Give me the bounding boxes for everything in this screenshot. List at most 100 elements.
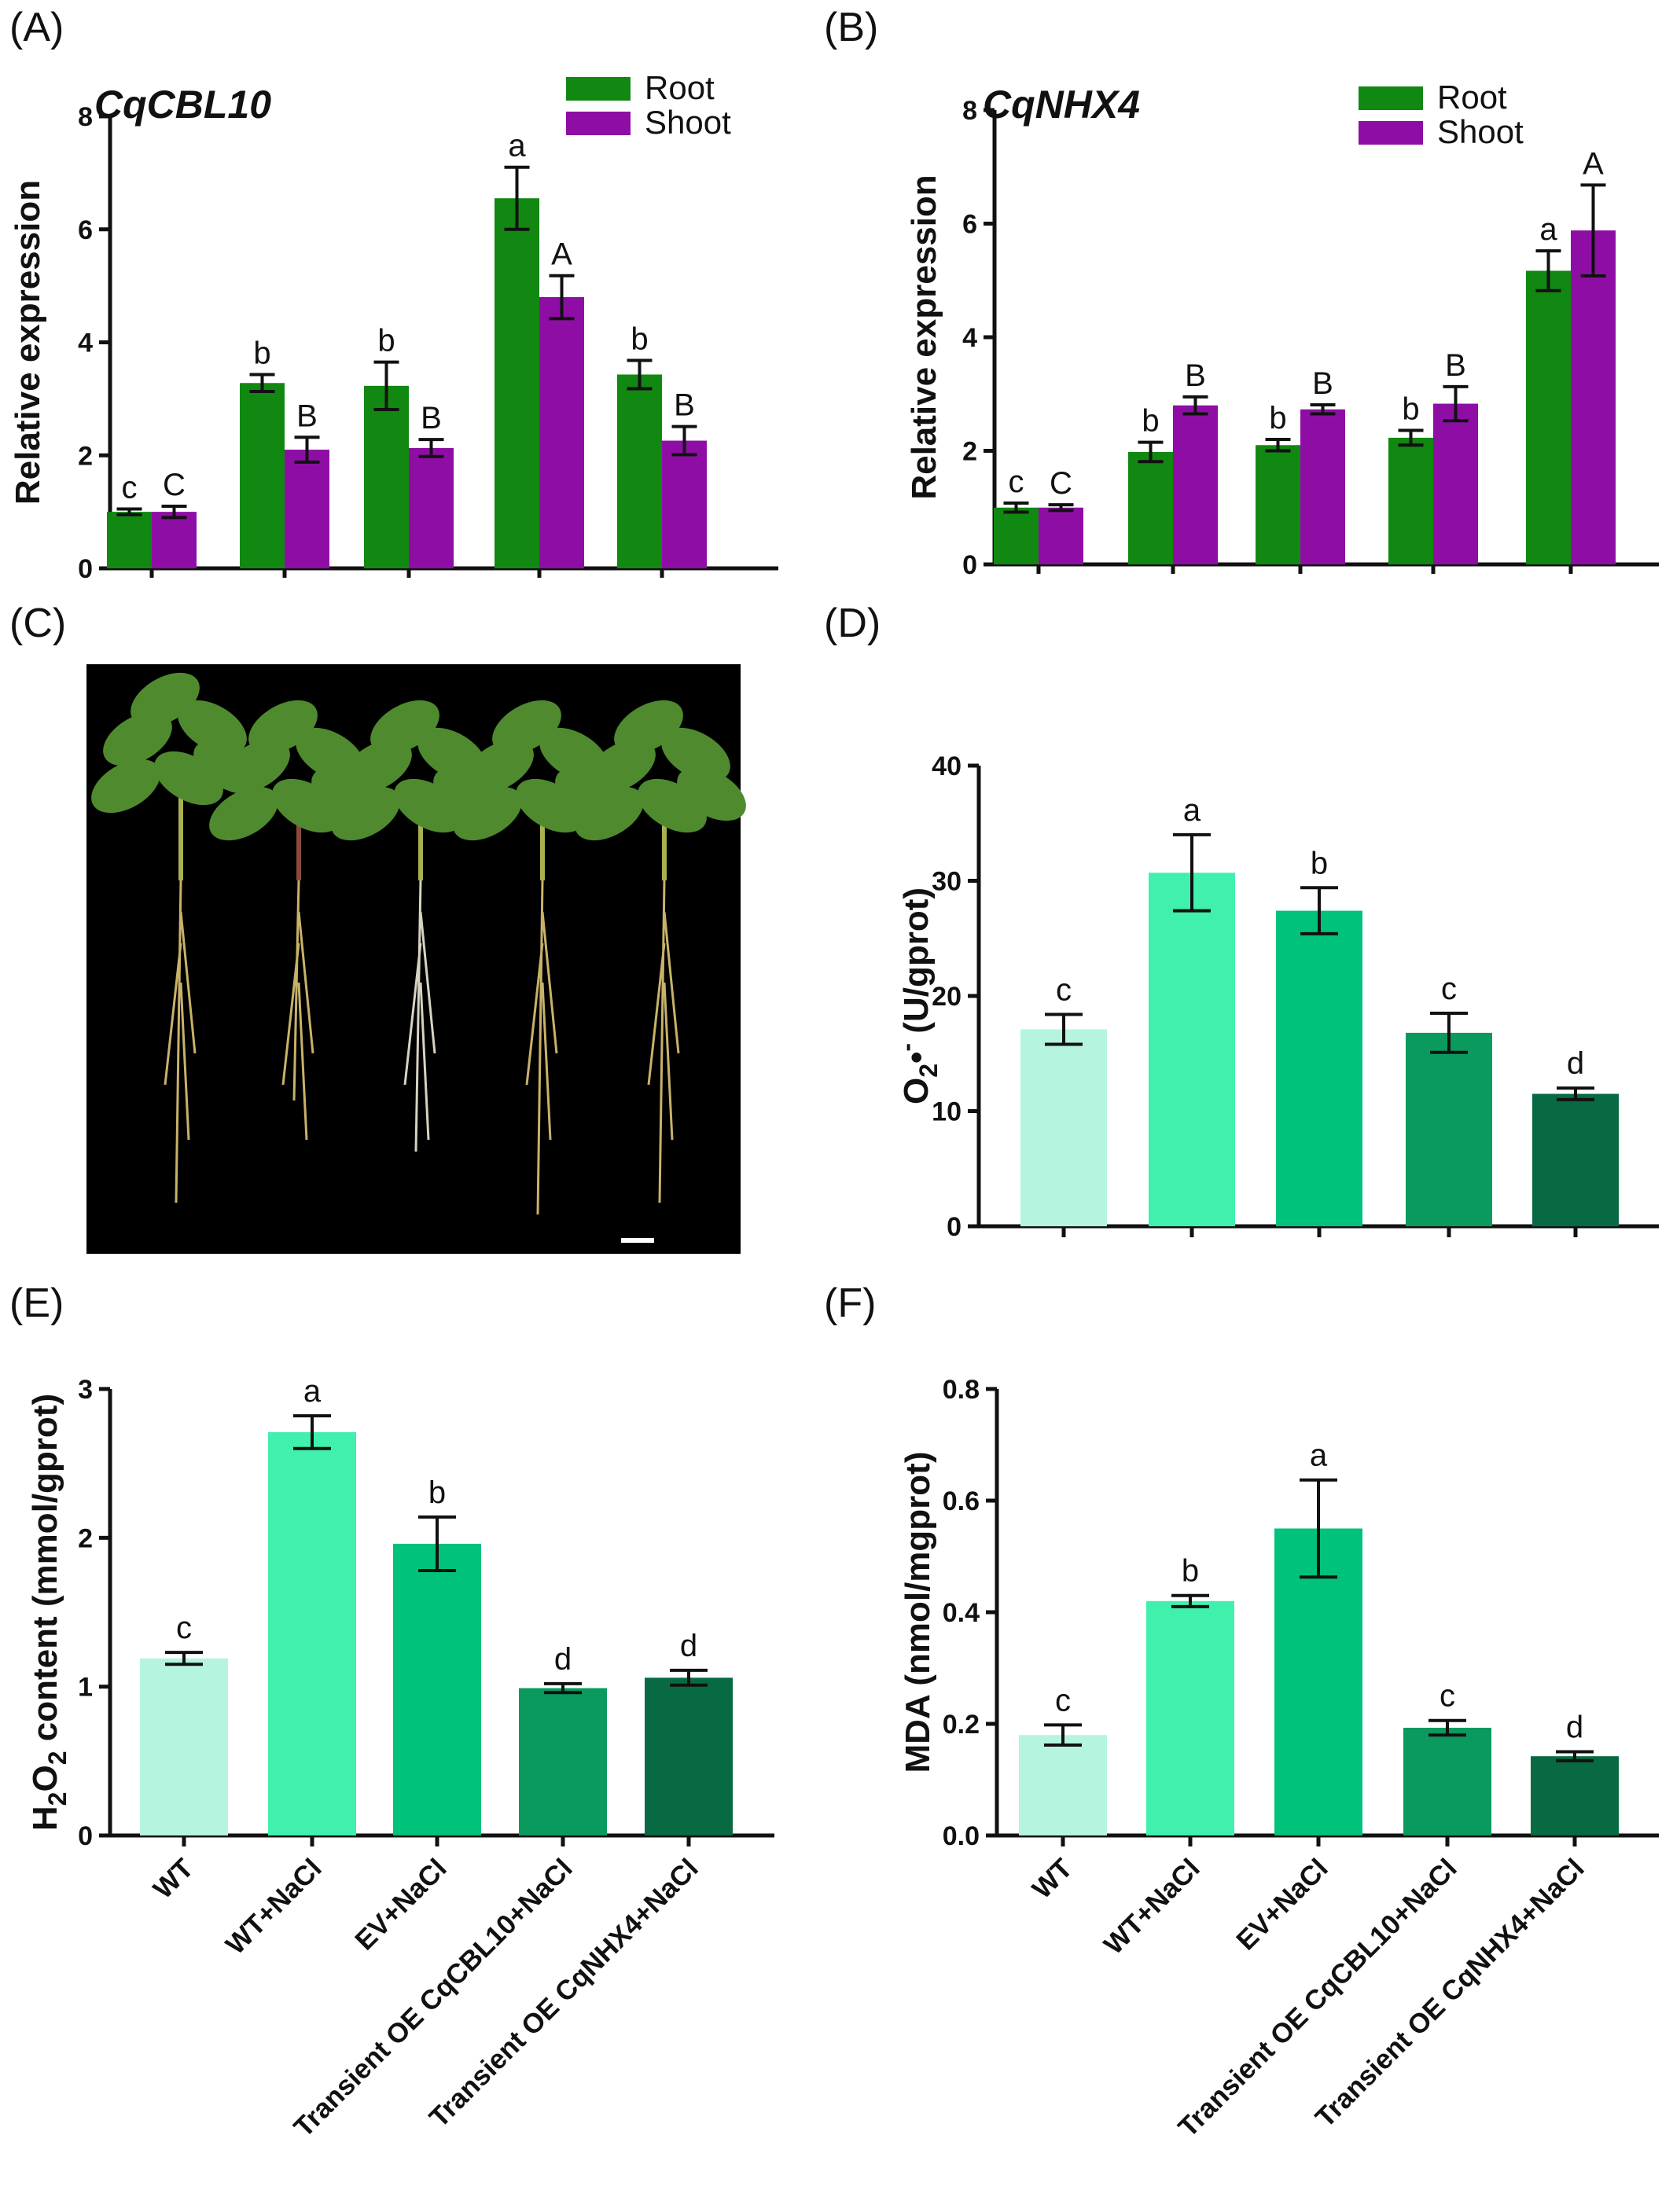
plant-leaf bbox=[575, 786, 644, 841]
plant-leaf bbox=[331, 786, 400, 841]
y-tick-label: 2 bbox=[78, 1523, 93, 1553]
plant-leaf bbox=[661, 727, 730, 782]
plant-leaf bbox=[248, 700, 318, 755]
significance-label: d bbox=[1566, 1710, 1583, 1745]
y-axis-title: O2•- (U/gprot) bbox=[892, 887, 943, 1104]
plant-leaf bbox=[209, 786, 278, 841]
gene-title: CqCBL10 bbox=[94, 83, 271, 127]
bar bbox=[1019, 1735, 1107, 1835]
y-title-part: content (mmol/gprot) bbox=[26, 1394, 64, 1751]
significance-label: a bbox=[1539, 212, 1557, 247]
y-title-part: O bbox=[897, 1078, 936, 1104]
bar-root bbox=[994, 507, 1039, 564]
significance-label: A bbox=[1583, 146, 1604, 181]
plant-roots bbox=[403, 880, 436, 1152]
bar-shoot bbox=[285, 450, 329, 568]
bar-shoot bbox=[152, 512, 197, 568]
bar-shoot bbox=[1039, 507, 1083, 564]
plant-leaf bbox=[178, 700, 247, 755]
bar-shoot bbox=[409, 447, 454, 568]
x-category-label: WT+NaCl bbox=[1098, 1853, 1206, 1960]
significance-label: B bbox=[1445, 348, 1466, 383]
panel-label-e: (E) bbox=[9, 1281, 64, 1326]
y-title-part: H bbox=[26, 1806, 64, 1831]
significance-label: c bbox=[1440, 1679, 1455, 1714]
significance-label: c bbox=[1009, 465, 1024, 499]
significance-label: b bbox=[631, 322, 648, 357]
bar-shoot bbox=[662, 440, 707, 568]
bar-root bbox=[1526, 270, 1571, 564]
bar bbox=[1532, 1093, 1619, 1226]
significance-label: B bbox=[1185, 358, 1206, 393]
y-tick-label: 40 bbox=[932, 751, 962, 781]
bar-root bbox=[1256, 445, 1300, 564]
significance-label: B bbox=[1312, 366, 1333, 401]
y-tick-label: 0.8 bbox=[943, 1375, 980, 1405]
plant-roots bbox=[281, 880, 314, 1141]
y-tick-label: 2 bbox=[962, 437, 977, 467]
plant-leaf bbox=[370, 700, 439, 755]
chart-cqnhx4-expression: 0 2 4 6 8 Relative expression c b b b a C B B B A CqNHX4… bbox=[905, 79, 1659, 580]
y-title-part: • bbox=[897, 1052, 936, 1064]
y-tick-label: 1 bbox=[78, 1673, 93, 1703]
y-tick-label: 6 bbox=[78, 215, 93, 245]
legend-swatch-shoot bbox=[566, 112, 631, 135]
bar-root bbox=[617, 374, 662, 568]
plant-leaf bbox=[453, 786, 522, 841]
gene-title: CqNHX4 bbox=[983, 83, 1140, 127]
significance-label: b bbox=[253, 336, 270, 370]
x-category-label: WT+NaCl bbox=[220, 1853, 328, 1960]
y-tick-label: 30 bbox=[932, 867, 962, 897]
plant-leaf bbox=[614, 700, 683, 755]
y-title-subscript: 2 bbox=[914, 1064, 943, 1078]
significance-label: d bbox=[554, 1642, 572, 1677]
panel-label-f: (F) bbox=[824, 1281, 876, 1326]
significance-label: a bbox=[1310, 1439, 1328, 1473]
significance-label: C bbox=[1050, 466, 1072, 501]
y-title-part: (U/gprot) bbox=[897, 887, 936, 1043]
y-tick-label: 0 bbox=[78, 554, 93, 584]
plant-leaf bbox=[492, 700, 561, 755]
plant-leaf bbox=[131, 672, 200, 727]
legend-label-root: Root bbox=[645, 69, 715, 106]
y-tick-label: 4 bbox=[962, 323, 977, 353]
plant-roots bbox=[525, 880, 558, 1215]
panel-label-c: (C) bbox=[9, 601, 66, 646]
y-tick-label: 10 bbox=[932, 1097, 962, 1127]
y-tick-label: 0 bbox=[947, 1212, 962, 1242]
y-axis-title: Relative expression bbox=[905, 175, 943, 499]
plant-roots bbox=[647, 880, 680, 1203]
y-tick-label: 0.2 bbox=[943, 1710, 980, 1740]
significance-label: B bbox=[674, 388, 695, 423]
panel-label-b: (B) bbox=[824, 5, 878, 50]
bar bbox=[1403, 1727, 1491, 1835]
significance-label: d bbox=[680, 1629, 697, 1663]
significance-label: c bbox=[122, 471, 138, 505]
legend-swatch-shoot bbox=[1359, 121, 1423, 145]
y-tick-label: 8 bbox=[78, 102, 93, 132]
significance-label: B bbox=[421, 401, 442, 435]
x-category-label: Transient OE CqNHX4+NaCl bbox=[1310, 1853, 1590, 2133]
y-tick-label: 2 bbox=[78, 441, 93, 471]
bar bbox=[645, 1677, 733, 1835]
bar-root bbox=[240, 383, 285, 568]
x-category-label: Transient OE CqCBL10+NaCl bbox=[1172, 1853, 1462, 2143]
bar-shoot bbox=[1173, 405, 1218, 564]
bar bbox=[268, 1431, 356, 1835]
bar-shoot bbox=[1571, 230, 1616, 564]
bar-root bbox=[107, 512, 152, 568]
plant-roots bbox=[164, 880, 197, 1203]
bar bbox=[1406, 1032, 1492, 1226]
significance-label: b bbox=[428, 1475, 446, 1510]
bar bbox=[393, 1543, 481, 1835]
chart-mda: 0.0 0.2 0.4 0.6 0.8 MDA (nmol/mgprot) c WT b WT+N… bbox=[899, 1375, 1659, 2143]
bar bbox=[1274, 1528, 1362, 1835]
bar bbox=[140, 1658, 228, 1835]
bar bbox=[1531, 1756, 1619, 1835]
y-title-subscript: 2 bbox=[43, 1751, 72, 1766]
significance-label: c bbox=[1056, 972, 1072, 1007]
panel-label-a: (A) bbox=[9, 5, 64, 50]
significance-label: b bbox=[377, 324, 395, 358]
plant-leaf bbox=[394, 778, 463, 833]
